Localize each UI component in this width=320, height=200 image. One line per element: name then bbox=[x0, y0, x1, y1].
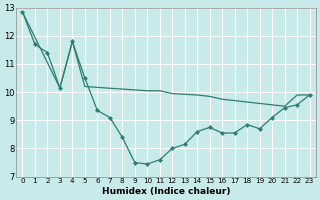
X-axis label: Humidex (Indice chaleur): Humidex (Indice chaleur) bbox=[102, 187, 230, 196]
